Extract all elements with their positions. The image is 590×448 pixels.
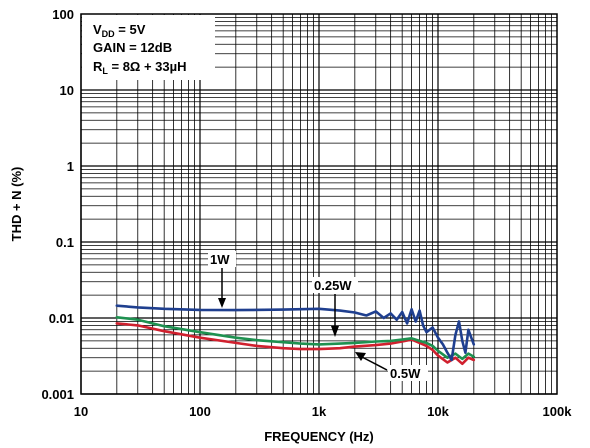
annotation-05w-arrowhead	[355, 352, 366, 361]
vdd-symbol: V	[93, 22, 102, 37]
annotation-025w-label: 0.25W	[314, 278, 352, 293]
rl-symbol: R	[93, 59, 103, 74]
series-line-1W	[115, 304, 476, 362]
y-tick-label: 0.1	[56, 235, 74, 250]
annotation-025w-bg	[312, 277, 358, 293]
vdd-subscript: DD	[102, 29, 115, 39]
y-tick-labels: 0.001 0.01 0.1 1 10 100	[41, 7, 74, 402]
annotation-025w: 0.25W	[312, 277, 358, 337]
condition-gain: GAIN = 12dB	[93, 40, 172, 55]
x-tick-labels: 10 100 1k 10k 100k	[74, 404, 572, 419]
condition-rl: RL = 8Ω + 33µH	[93, 59, 187, 76]
x-tick-label: 100	[189, 404, 211, 419]
annotation-05w-label: 0.5W	[390, 366, 421, 381]
annotation-1w: 1W	[208, 251, 236, 308]
vdd-value: = 5V	[115, 22, 146, 37]
annotation-1w-arrowhead	[218, 298, 226, 308]
annotation-1w-label: 1W	[210, 252, 230, 267]
annotation-1w-bg	[208, 251, 236, 267]
y-tick-label: 0.001	[41, 387, 74, 402]
x-tick-label: 1k	[312, 404, 327, 419]
series-lines	[115, 304, 476, 366]
plot-border	[80, 13, 558, 395]
y-tick-label: 1	[67, 159, 74, 174]
x-axis-label: FREQUENCY (Hz)	[264, 429, 374, 444]
x-tick-label: 100k	[543, 404, 573, 419]
y-tick-label: 100	[52, 7, 74, 22]
series-line-05W	[115, 322, 476, 366]
annotation-025w-arrowhead	[331, 326, 339, 337]
x-tick-label: 10	[74, 404, 88, 419]
annotation-05w-bg	[388, 365, 428, 381]
y-tick-label: 10	[60, 83, 74, 98]
rl-value: = 8Ω + 33µH	[108, 59, 187, 74]
annotation-05w: 0.5W	[355, 352, 428, 381]
annotation-05w-arrow	[361, 356, 388, 371]
x-tick-label: 10k	[427, 404, 449, 419]
condition-vdd: VDD = 5V	[93, 22, 146, 39]
y-axis-label: THD + N (%)	[9, 167, 24, 242]
conditions-box-background	[82, 15, 215, 80]
y-tick-label: 0.01	[49, 311, 74, 326]
rl-subscript: L	[102, 66, 108, 76]
conditions-box: VDD = 5V GAIN = 12dB RL = 8Ω + 33µH	[82, 15, 215, 80]
